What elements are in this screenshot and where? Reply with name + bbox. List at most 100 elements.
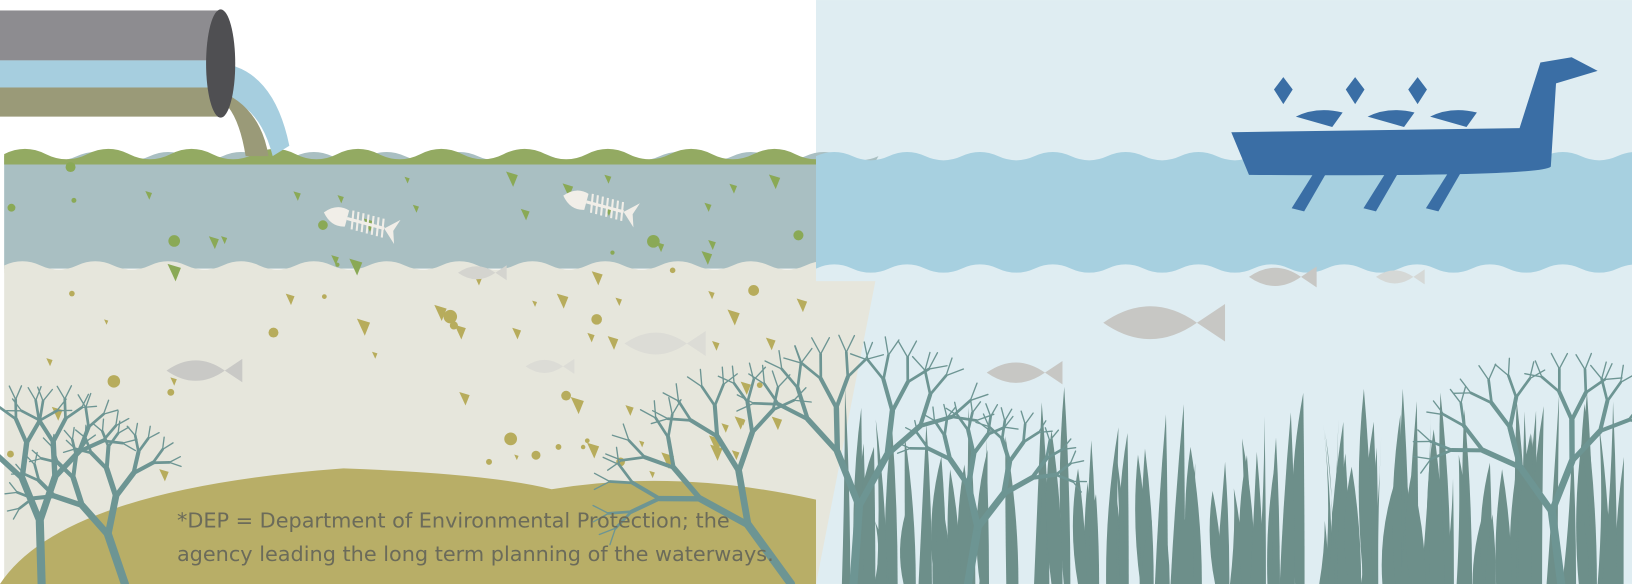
coral-branch [800, 347, 813, 365]
coral-branch [1417, 429, 1432, 443]
coral-branch [1045, 439, 1052, 460]
coral-branch [56, 385, 66, 400]
coral-branch [722, 373, 738, 386]
coral-branch [1516, 463, 1556, 516]
coral-branch [35, 517, 46, 584]
coral-branch [28, 457, 43, 463]
coral-branch [1061, 447, 1077, 451]
debris [514, 454, 519, 461]
coral-branch [131, 449, 141, 476]
coral-branch [168, 456, 181, 464]
fish-rib [380, 218, 385, 238]
coral-branch [796, 362, 803, 390]
coral-branch [933, 419, 946, 437]
debris [584, 438, 590, 444]
coral-branch [844, 350, 850, 379]
fish-rib [370, 215, 375, 235]
coral-branch [70, 474, 85, 509]
debris [607, 336, 619, 350]
coral-branch [897, 442, 911, 449]
debris [404, 176, 410, 184]
coral-branch [131, 460, 155, 476]
seagrass [1115, 448, 1126, 584]
coral-branch [1460, 385, 1467, 404]
coral-branch [1569, 428, 1603, 464]
coral-branch [25, 455, 36, 466]
coral-branch [849, 353, 869, 361]
coral-branch [117, 420, 121, 435]
seagrass [1602, 401, 1618, 584]
coral-branch [1004, 408, 1013, 422]
coral-branch [1024, 412, 1034, 425]
seagrass [900, 513, 916, 584]
coral-branch [1590, 364, 1603, 380]
coral-branch [38, 409, 59, 422]
coral-branch [36, 473, 59, 525]
debris [708, 290, 715, 300]
coral-branch [65, 439, 77, 450]
coral-branch [884, 408, 896, 458]
seagrass [1381, 482, 1397, 584]
coral-branch [974, 490, 1008, 531]
coral-branch [745, 400, 755, 435]
debris [793, 230, 804, 241]
coral-branch [24, 418, 42, 446]
coral-branch [71, 426, 75, 441]
coral-branch [161, 442, 174, 451]
debris [604, 174, 612, 184]
coral-branch [617, 463, 635, 485]
debris [167, 388, 175, 396]
debris [7, 450, 14, 458]
coral-branch [666, 417, 693, 422]
coral-branch [833, 448, 863, 510]
fish-rib [615, 200, 620, 220]
coral-branch [103, 465, 119, 500]
fish-tail [384, 219, 401, 245]
coral-branch [92, 422, 104, 433]
debris [740, 381, 751, 395]
coral-branch [1469, 391, 1493, 405]
seagrass [1215, 461, 1230, 584]
coral-branch [1598, 399, 1610, 434]
coral-branch [953, 401, 959, 417]
coral-branch [714, 433, 742, 474]
coral-branch [686, 376, 703, 388]
coral-branch [950, 415, 978, 422]
fish [1103, 303, 1226, 342]
fish-skull [323, 207, 350, 227]
coral-branch [38, 399, 45, 422]
coral-branch [1449, 388, 1462, 404]
coral-branch [763, 382, 780, 406]
coral-branch [776, 402, 810, 422]
debris [610, 250, 615, 255]
coral-branch [845, 334, 856, 353]
coral-branch [884, 423, 923, 458]
seagrass [875, 419, 887, 584]
coral-branch [1487, 363, 1497, 381]
coral-branch [104, 530, 129, 584]
coral-branch [615, 446, 620, 466]
coral-branch [975, 421, 990, 428]
coral-branch [914, 419, 919, 435]
coral-branch [736, 394, 755, 404]
polluted-water [4, 152, 879, 269]
coral-branch [731, 365, 735, 385]
coral-branch [51, 433, 55, 448]
seagrass [1344, 466, 1362, 584]
coral-branch [943, 416, 949, 437]
coral-branch [736, 402, 755, 412]
coral-branch [1494, 363, 1510, 377]
debris [221, 236, 228, 245]
debris [321, 294, 327, 299]
coral-branch [1601, 361, 1607, 380]
coral-branch [1003, 426, 1019, 430]
coral-branch [1001, 475, 1035, 497]
debris [46, 358, 53, 367]
coral-branch [838, 334, 847, 353]
debris [587, 332, 595, 343]
coral-branch [675, 383, 680, 402]
seagrass [1509, 448, 1521, 584]
coral-branch [969, 382, 978, 402]
coral-branch [855, 451, 891, 510]
